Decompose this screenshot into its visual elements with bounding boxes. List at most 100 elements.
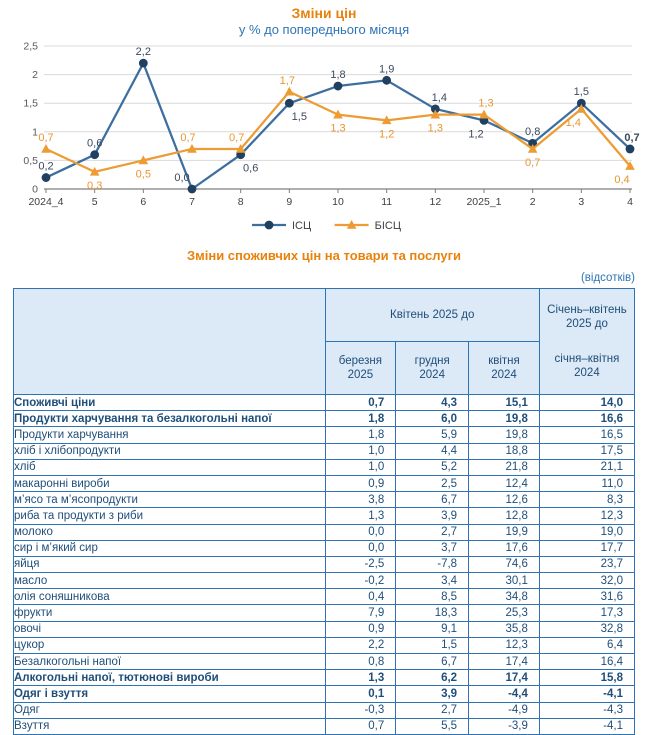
data-point-label: 1,8 bbox=[330, 69, 345, 81]
data-point-marker bbox=[576, 103, 587, 113]
row-value: 31,6 bbox=[538, 588, 636, 606]
chart-subtitle: у % до попереднього місяця bbox=[238, 22, 410, 37]
data-point-marker bbox=[284, 98, 294, 108]
data-point-label: 0,6 bbox=[87, 138, 102, 150]
table-row: фрукти 7,9 18,3 25,3 17,3 bbox=[13, 604, 636, 622]
row-value: -4,1 bbox=[538, 717, 636, 735]
chart-title: Зміни цін bbox=[291, 5, 357, 21]
data-point-marker bbox=[41, 173, 51, 182]
data-point-label: 1,2 bbox=[468, 128, 483, 140]
col-header-april-2024: квітня 2024 bbox=[468, 341, 540, 395]
col-header-period-cumulative: Січень–квітень 2025 до січня–квітня 2024 bbox=[538, 288, 636, 395]
row-value: 18,8 bbox=[468, 442, 540, 460]
row-value: -7,8 bbox=[395, 555, 470, 574]
row-value: -2,5 bbox=[324, 555, 397, 574]
y-axis-tick-label: 0,5 bbox=[23, 155, 38, 167]
row-value: -0,2 bbox=[324, 572, 397, 590]
table-row: овочі 0,9 9,1 35,8 32,8 bbox=[13, 620, 636, 638]
x-axis-tick-label: 3 bbox=[578, 196, 584, 208]
data-point-marker bbox=[333, 81, 343, 91]
row-value: 11,0 bbox=[538, 474, 636, 493]
x-axis-tick-label: 9 bbox=[286, 196, 292, 208]
x-axis-tick-label: 2 bbox=[530, 196, 536, 208]
data-point-marker bbox=[382, 75, 392, 85]
row-label: сир і м’який сир bbox=[13, 539, 326, 557]
row-value: 1,0 bbox=[324, 442, 397, 460]
row-value: 21,1 bbox=[538, 458, 636, 476]
row-value: 0,0 bbox=[324, 539, 397, 557]
row-label: овочі bbox=[13, 620, 326, 638]
row-label: олія соняшникова bbox=[13, 588, 326, 606]
x-axis-tick-label: 2025_1 bbox=[466, 196, 501, 208]
row-value: 1,8 bbox=[324, 410, 397, 428]
row-label: м’ясо та м’ясопродукти bbox=[13, 491, 326, 509]
data-point-label: 0,7 bbox=[180, 132, 195, 144]
row-value: 0,4 bbox=[324, 588, 397, 606]
data-point-label: 0,6 bbox=[243, 163, 258, 175]
row-value: 3,7 bbox=[395, 539, 470, 557]
row-value: 3,8 bbox=[324, 491, 397, 509]
row-value: -4,3 bbox=[538, 701, 636, 719]
row-value: 0,7 bbox=[324, 717, 397, 735]
row-value: 12,3 bbox=[468, 636, 540, 655]
table-row: Одяг -0,3 2,7 -4,9 -4,3 bbox=[13, 701, 636, 719]
row-value: 16,5 bbox=[538, 426, 636, 444]
data-point-label: 0,7 bbox=[624, 132, 639, 144]
row-value: 17,4 bbox=[468, 669, 540, 687]
row-value: 12,8 bbox=[468, 507, 540, 525]
row-value: 32,0 bbox=[538, 572, 636, 590]
row-value: 3,9 bbox=[395, 685, 470, 703]
y-axis-tick-label: 1 bbox=[32, 126, 38, 138]
row-value: 0,8 bbox=[324, 652, 397, 671]
table-row: Одяг і взуття 0,1 3,9 -4,4 -4,1 bbox=[13, 685, 636, 703]
data-point-marker bbox=[41, 143, 51, 153]
row-value: 12,3 bbox=[538, 507, 636, 525]
data-point-marker bbox=[625, 144, 635, 154]
col-header-cumulative-top: Січень–квітень 2025 до bbox=[547, 304, 627, 330]
data-point-label: 0,7 bbox=[38, 132, 53, 144]
row-value: 2,7 bbox=[395, 523, 470, 541]
row-value: 19,0 bbox=[538, 523, 636, 541]
row-label: цукор bbox=[13, 636, 326, 655]
table-row: м’ясо та м’ясопродукти 3,8 6,7 12,6 8,3 bbox=[13, 491, 636, 509]
table-row: риба та продукти з риби 1,3 3,9 12,8 12,3 bbox=[13, 507, 636, 525]
data-point-marker bbox=[625, 161, 635, 170]
row-value: 19,8 bbox=[468, 410, 540, 428]
table-row: цукор 2,2 1,5 12,3 6,4 bbox=[13, 636, 636, 655]
row-value: -0,3 bbox=[324, 701, 397, 719]
col-header-december-2024: грудня 2024 bbox=[395, 341, 470, 395]
row-value: 25,3 bbox=[468, 604, 540, 622]
row-value: 18,3 bbox=[395, 604, 470, 622]
data-point-label: 1,3 bbox=[330, 123, 345, 135]
row-value: 6,2 bbox=[395, 669, 470, 687]
data-point-label: 1,4 bbox=[432, 92, 447, 104]
table-row: сир і м’який сир 0,0 3,7 17,6 17,7 bbox=[13, 539, 636, 557]
row-label: молоко bbox=[13, 523, 326, 541]
row-label: яйця bbox=[13, 555, 326, 574]
row-value: 5,9 bbox=[395, 426, 470, 444]
data-point-label: 0,4 bbox=[614, 174, 629, 186]
data-point-marker bbox=[381, 115, 392, 125]
table-row: Безалкогольні напої 0,8 6,7 17,4 16,4 bbox=[13, 652, 636, 671]
col-header-march-2025: березня 2025 bbox=[324, 341, 397, 395]
x-axis-tick-label: 11 bbox=[381, 196, 392, 208]
row-value: 6,0 bbox=[395, 410, 470, 428]
row-value: 8,5 bbox=[395, 588, 470, 606]
unit-note: (відсотків) bbox=[580, 272, 635, 284]
row-value: -3,9 bbox=[468, 717, 540, 735]
data-point-marker bbox=[527, 143, 538, 153]
table-row: Продукти харчування 1,8 5,9 19,8 16,5 bbox=[13, 426, 636, 444]
data-point-marker bbox=[187, 184, 197, 194]
col-header-empty bbox=[13, 288, 326, 395]
data-point-marker bbox=[576, 98, 586, 108]
table-row: молоко 0,0 2,7 19,9 19,0 bbox=[13, 523, 636, 541]
row-label: риба та продукти з риби bbox=[13, 507, 326, 525]
row-value: 9,1 bbox=[395, 620, 470, 638]
row-label: фрукти bbox=[13, 604, 326, 622]
row-label: хліб bbox=[13, 458, 326, 476]
row-value: 0,0 bbox=[324, 523, 397, 541]
data-point-marker bbox=[479, 109, 489, 119]
data-point-label: 0,2 bbox=[38, 161, 53, 173]
row-value: 12,6 bbox=[468, 491, 540, 509]
row-label: Взуття bbox=[13, 717, 326, 735]
